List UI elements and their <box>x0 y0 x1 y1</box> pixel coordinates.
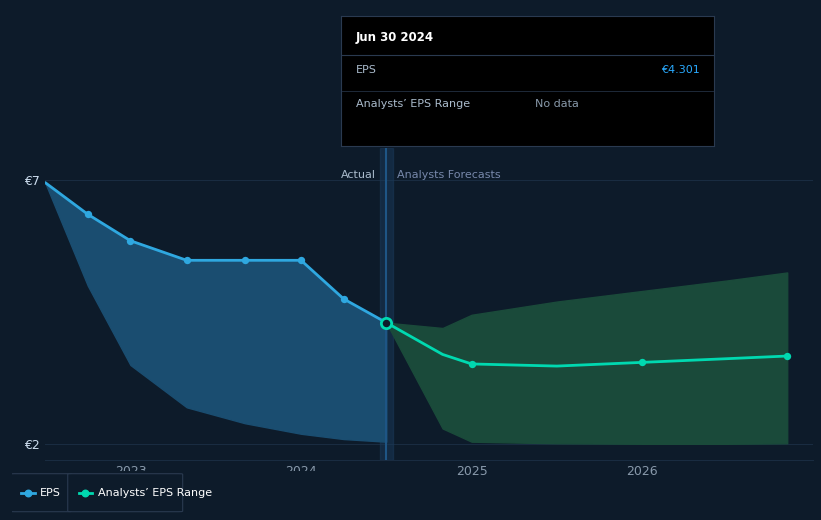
Point <box>81 210 94 218</box>
Text: EPS: EPS <box>40 488 61 498</box>
Text: €4.301: €4.301 <box>661 65 699 75</box>
Point <box>337 295 351 303</box>
Text: Analysts’ EPS Range: Analysts’ EPS Range <box>98 488 212 498</box>
Point <box>180 256 193 265</box>
Point <box>295 256 308 265</box>
Point <box>781 352 794 360</box>
FancyBboxPatch shape <box>67 474 183 512</box>
Point <box>465 360 478 368</box>
Point <box>380 318 393 327</box>
Point <box>79 489 92 497</box>
FancyBboxPatch shape <box>10 474 72 512</box>
Text: No data: No data <box>535 99 579 109</box>
Text: Actual: Actual <box>341 170 376 180</box>
Point <box>635 358 649 367</box>
Text: Jun 30 2024: Jun 30 2024 <box>355 31 433 44</box>
Point <box>21 489 34 497</box>
Text: Analysts’ EPS Range: Analysts’ EPS Range <box>355 99 470 109</box>
Text: EPS: EPS <box>355 65 377 75</box>
Point <box>238 256 251 265</box>
Bar <box>379 148 393 460</box>
Point <box>124 237 137 245</box>
Text: Analysts Forecasts: Analysts Forecasts <box>397 170 500 180</box>
